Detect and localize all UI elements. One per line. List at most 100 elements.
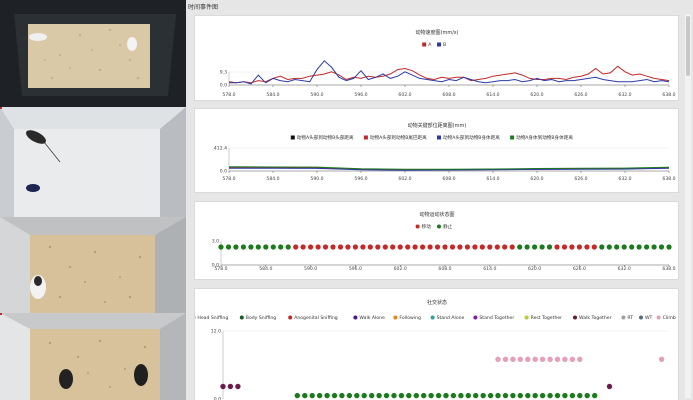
state-point-moving	[457, 244, 463, 250]
y-tick-label: 0.0	[220, 169, 227, 175]
x-tick-label: 614.0	[483, 266, 496, 272]
legend-swatch	[437, 135, 441, 140]
state-point-moving	[479, 244, 485, 250]
social-state-point	[502, 356, 509, 362]
legend-label: 动物A头部到动物B头部距离	[297, 134, 354, 141]
state-point-still	[651, 244, 657, 250]
distance-chart: 动物关键部位距离图(mm) 动物A头部到动物B头部距离 动物A头部到动物B尾巴距离 动…	[214, 122, 676, 182]
x-tick-label: 584.0	[266, 176, 279, 182]
y-tick-label: 0.0	[212, 263, 219, 269]
legend-label: 动物A头部到动物B尾巴距离	[370, 134, 427, 141]
x-tick-label: 578.0	[222, 92, 235, 98]
series-line-A	[228, 65, 670, 84]
camera-view-3[interactable]	[0, 217, 186, 313]
camera-view-1[interactable]	[0, 0, 186, 107]
social-state-point	[532, 392, 538, 399]
legend-swatch	[430, 315, 435, 320]
legend-swatch	[510, 135, 515, 140]
social-state-point	[383, 392, 390, 399]
legend-label: 动物A头部到动物B身体距离	[443, 134, 500, 141]
x-tick-label: 638.0	[662, 176, 675, 182]
state-point-moving	[569, 244, 575, 250]
legend-swatch	[437, 42, 441, 47]
state-point-still	[629, 244, 635, 250]
social-state-point	[495, 356, 501, 362]
social-state-point	[577, 356, 583, 362]
x-tick-label: 620.0	[530, 176, 543, 182]
state-point-still	[524, 244, 530, 250]
state-point-moving	[576, 244, 582, 250]
social-state-point	[562, 356, 568, 362]
speed-chart-card: 动物速度图(mm/s) A B 9.3 0.0 578.0 584.0 590.0 596.0 6…	[194, 15, 679, 101]
state-point-still	[218, 244, 224, 250]
social-state-point	[495, 392, 501, 399]
x-tick-label: 638.0	[662, 266, 675, 272]
social-state-point	[376, 392, 382, 399]
x-tick-label: 638.0	[662, 92, 675, 98]
state-point-moving	[502, 244, 508, 250]
social-state-point	[458, 392, 464, 399]
state-point-still	[658, 244, 665, 250]
scrollbar-thumb[interactable]	[686, 16, 690, 76]
legend-label: Following	[399, 315, 421, 321]
state-point-moving	[345, 244, 351, 250]
x-tick-label: 602.0	[398, 92, 411, 98]
social-state-point	[510, 356, 516, 362]
y-tick-label: 9.3	[220, 70, 227, 76]
social-state-point	[443, 392, 449, 399]
social-state-point	[354, 392, 360, 399]
legend-label: Rest Together	[531, 315, 563, 321]
legend-swatch	[621, 315, 626, 320]
x-tick-label: 590.0	[304, 266, 317, 272]
distance-series-line	[228, 166, 670, 170]
state-point-still	[621, 244, 627, 250]
social-state-point	[316, 392, 323, 399]
social-state-point	[584, 392, 590, 399]
social-state-point	[331, 392, 338, 399]
x-tick-label: 632.0	[618, 176, 631, 182]
mouse-icon	[59, 369, 73, 389]
state-point-still	[270, 244, 276, 250]
x-tick-label: 590.0	[310, 92, 323, 98]
panel-title: 时间事件图	[188, 4, 219, 11]
y-tick-label: 3.0	[212, 239, 219, 245]
x-tick-label: 584.0	[266, 92, 279, 98]
camera-view-2[interactable]	[0, 107, 186, 217]
y-tick-label: 0.0	[214, 397, 221, 400]
social-state-point	[577, 392, 583, 399]
cage-icon	[0, 0, 186, 107]
state-point-moving	[427, 244, 433, 250]
video-column	[0, 0, 186, 400]
state-point-moving	[322, 244, 329, 250]
mouse-icon	[26, 184, 40, 192]
legend-label: Walk Alone	[359, 315, 385, 321]
state-point-moving	[554, 244, 560, 250]
state-point-still	[666, 244, 672, 250]
social-state-point	[658, 356, 665, 362]
social-state-point	[361, 392, 367, 399]
state-point-still	[606, 244, 612, 250]
legend-label: 动物A身体到动物B身体距离	[516, 134, 573, 141]
x-tick-label: 578.0	[214, 266, 227, 272]
speed-chart: 动物速度图(mm/s) A B 9.3 0.0 578.0 584.0 590.0 596.0 6…	[220, 29, 676, 98]
social-state-point	[532, 356, 538, 362]
social-state-point	[517, 356, 523, 362]
social-state-point	[554, 356, 561, 362]
x-tick-label: 596.0	[354, 176, 367, 182]
social-state-point	[465, 392, 471, 399]
x-tick-label: 626.0	[574, 176, 587, 182]
state-point-moving	[412, 244, 418, 250]
camera-view-4[interactable]	[0, 313, 186, 400]
panel-scrollbar[interactable]	[685, 14, 691, 398]
legend-swatch	[239, 315, 244, 320]
x-tick-label: 602.0	[394, 266, 407, 272]
y-tick-label: 12.0	[211, 329, 221, 335]
social-state-point	[406, 392, 412, 399]
legend-swatch	[639, 315, 643, 320]
y-tick-label: 0.0	[220, 83, 227, 89]
x-tick-label: 626.0	[574, 92, 587, 98]
state-point-still	[248, 244, 254, 250]
x-tick-label: 620.0	[528, 266, 541, 272]
